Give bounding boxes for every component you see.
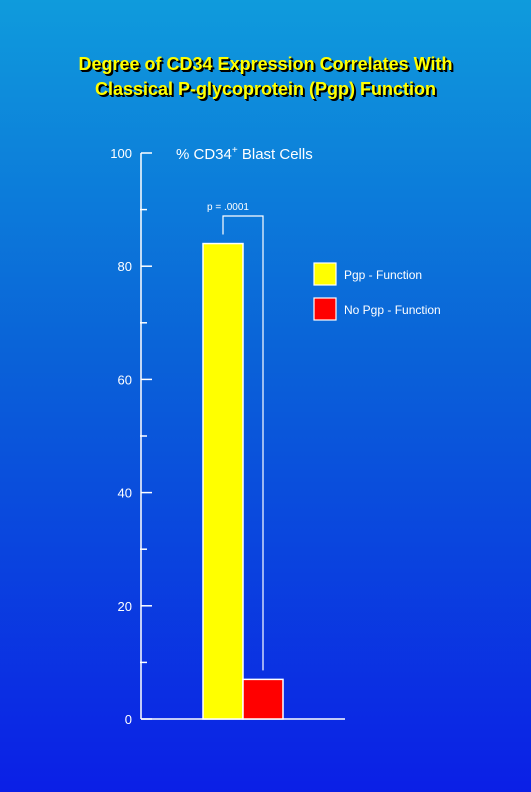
significance-bracket: p = .0001 bbox=[207, 202, 264, 671]
bracket-line bbox=[222, 215, 264, 671]
chart-title: % CD34+ Blast Cells bbox=[176, 145, 313, 163]
y-tick-label: 20 bbox=[118, 599, 132, 614]
bars bbox=[202, 242, 284, 720]
legend-label: Pgp - Function bbox=[344, 268, 422, 282]
slide-title: Degree of CD34 Expression Correlates Wit… bbox=[0, 52, 531, 102]
y-axis: 0 20 40 60 80 100 bbox=[110, 146, 345, 727]
bar-pgp-function bbox=[202, 242, 244, 720]
legend: Pgp - Function No Pgp - Function bbox=[313, 262, 441, 321]
legend-swatch bbox=[313, 262, 337, 286]
y-tick-label: 80 bbox=[118, 259, 132, 274]
bar-no-pgp-function bbox=[242, 678, 284, 720]
p-value-label: p = .0001 bbox=[207, 202, 249, 213]
chart-title-main: % CD34 bbox=[176, 146, 232, 163]
title-line-2: Classical P-glycoprotein (Pgp) Function bbox=[94, 79, 437, 99]
chart-title-sup: + bbox=[232, 145, 238, 156]
y-tick-label: 100 bbox=[110, 146, 132, 161]
y-tick-label: 60 bbox=[118, 372, 132, 387]
title-line-1: Degree of CD34 Expression Correlates Wit… bbox=[78, 54, 453, 74]
legend-swatch bbox=[313, 297, 337, 321]
legend-label: No Pgp - Function bbox=[344, 303, 441, 317]
chart-title-rest: Blast Cells bbox=[238, 146, 313, 163]
y-tick-label: 40 bbox=[118, 486, 132, 501]
y-tick-label: 0 bbox=[125, 712, 132, 727]
